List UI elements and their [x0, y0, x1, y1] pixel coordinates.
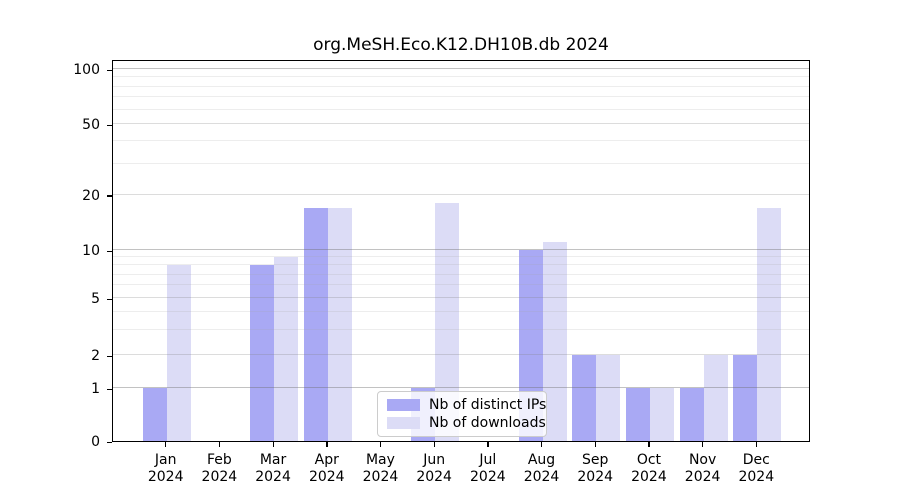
- bar-distinct_ips-jan: [142, 388, 167, 441]
- gridline-y-6: [113, 284, 809, 286]
- gridline-y-9: [113, 256, 809, 258]
- x-tick-mark: [272, 442, 274, 447]
- bar-downloads-dec: [757, 207, 782, 441]
- gridline-y-30: [113, 162, 809, 164]
- gridline-y-3: [113, 328, 809, 330]
- legend-item-distinct-ips: Nb of distinct IPs: [387, 397, 546, 413]
- y-tick-label-20: 20: [82, 187, 100, 204]
- x-tick-label-jun: Jun 2024: [416, 452, 452, 485]
- x-tick-label-aug: Aug 2024: [523, 452, 560, 485]
- legend-label-downloads: Nb of downloads: [429, 415, 546, 431]
- bar-downloads-nov: [703, 355, 728, 441]
- y-tick-mark: [107, 250, 112, 252]
- x-tick-mark: [648, 442, 650, 447]
- legend-swatch-downloads: [387, 417, 420, 429]
- x-tick-label-may: May 2024: [362, 452, 399, 485]
- y-tick-label-0: 0: [91, 434, 100, 450]
- gridline-y-90: [113, 76, 809, 78]
- gridline-y-100: [113, 68, 809, 70]
- y-tick-mark: [107, 298, 112, 300]
- bar-downloads-sep: [596, 355, 621, 441]
- y-tick-label-10: 10: [82, 243, 100, 259]
- legend-item-downloads: Nb of downloads: [387, 415, 546, 431]
- gridline-y-5: [113, 297, 809, 299]
- x-tick-mark: [487, 442, 489, 447]
- x-tick-label-apr: Apr 2024: [308, 452, 345, 485]
- x-tick-label-mar: Mar 2024: [255, 452, 291, 485]
- plot-area: [112, 60, 810, 442]
- x-tick-mark: [379, 442, 382, 447]
- x-tick-mark: [755, 442, 758, 447]
- x-tick-mark: [433, 442, 435, 447]
- bar-downloads-jan: [166, 265, 191, 441]
- gridline-y-1: [113, 387, 809, 389]
- gridline-y-20: [113, 194, 809, 195]
- bar-downloads-oct: [649, 388, 674, 441]
- x-tick-label-oct: Oct 2024: [631, 452, 667, 485]
- y-tick-label-5: 5: [91, 291, 100, 308]
- gridline-y-60: [113, 108, 809, 110]
- x-tick-label-jul: Jul 2024: [470, 452, 506, 485]
- y-tick-mark: [107, 441, 112, 443]
- legend-swatch-distinct-ips: [387, 399, 420, 411]
- x-tick-label-jan: Jan 2024: [147, 452, 184, 485]
- y-tick-mark: [107, 355, 112, 357]
- legend-label-distinct-ips: Nb of distinct IPs: [429, 397, 547, 413]
- bar-distinct_ips-mar: [250, 265, 275, 441]
- bar-distinct_ips-apr: [303, 207, 328, 441]
- x-tick-mark: [702, 442, 704, 447]
- x-tick-label-dec: Dec 2024: [738, 452, 775, 485]
- gridline-y-70: [113, 96, 809, 98]
- gridline-y-50: [113, 123, 809, 125]
- gridline-y-7: [113, 273, 809, 275]
- y-tick-label-1: 1: [91, 381, 100, 398]
- y-tick-label-2: 2: [91, 348, 100, 364]
- y-tick-mark: [107, 195, 112, 197]
- legend: Nb of distinct IPs Nb of downloads: [377, 391, 547, 437]
- y-tick-label-50: 50: [82, 117, 100, 134]
- x-tick-label-nov: Nov 2024: [684, 452, 721, 485]
- x-tick-mark: [594, 442, 597, 447]
- gridline-y-10: [113, 249, 809, 250]
- gridline-y-2: [113, 354, 809, 356]
- x-tick-mark: [541, 442, 543, 447]
- x-tick-mark: [218, 442, 221, 447]
- gridline-y-80: [113, 85, 809, 87]
- bar-distinct_ips-dec: [733, 355, 758, 441]
- gridline-y-4: [113, 310, 809, 312]
- bar-distinct_ips-nov: [679, 388, 704, 441]
- x-tick-mark: [165, 442, 167, 447]
- gridline-y-8: [113, 264, 809, 266]
- gridline-y-40: [113, 140, 809, 142]
- grid-layer: [113, 61, 809, 441]
- x-tick-label-sep: Sep 2024: [577, 452, 614, 485]
- bar-downloads-apr: [327, 207, 352, 441]
- y-tick-mark: [107, 124, 112, 126]
- chart-title: org.MeSH.Eco.K12.DH10B.db 2024: [313, 35, 609, 55]
- y-tick-mark: [107, 69, 112, 71]
- y-tick-mark: [107, 388, 112, 390]
- x-tick-mark: [326, 442, 328, 447]
- bar-downloads-mar: [274, 257, 299, 441]
- bar-distinct_ips-sep: [572, 355, 597, 441]
- x-tick-label-feb: Feb 2024: [201, 452, 238, 485]
- bar-distinct_ips-oct: [625, 388, 650, 441]
- y-tick-label-100: 100: [73, 62, 100, 78]
